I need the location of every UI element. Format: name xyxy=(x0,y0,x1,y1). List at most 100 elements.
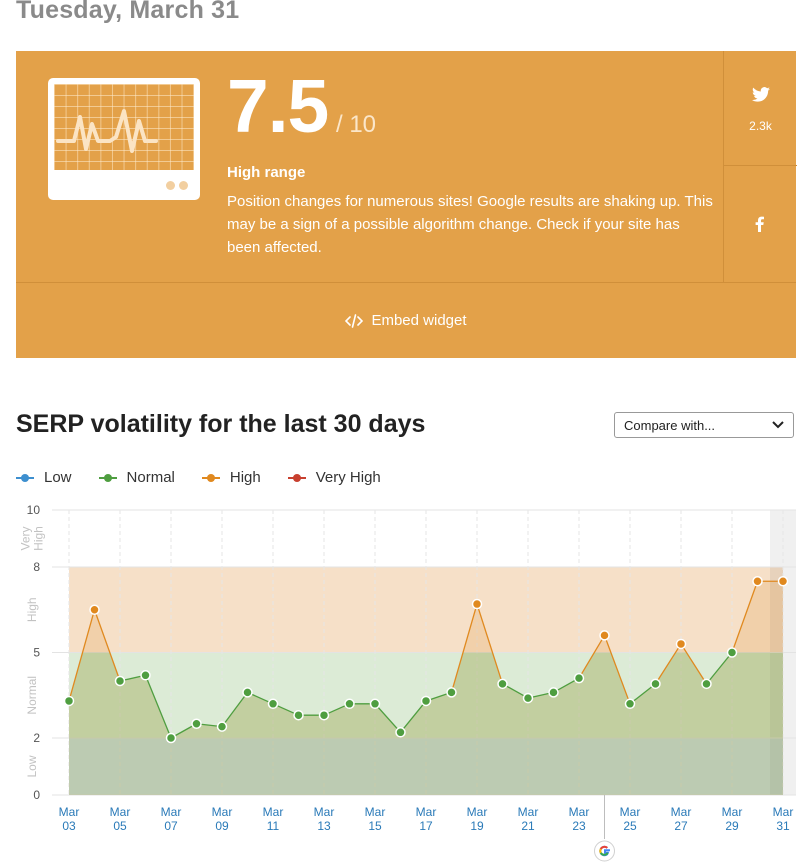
data-point xyxy=(777,576,789,587)
data-point xyxy=(446,687,457,698)
data-point xyxy=(318,709,330,721)
x-tick-label: 27 xyxy=(674,819,688,833)
series-segment xyxy=(603,635,631,705)
data-point xyxy=(89,604,100,615)
x-tick-label: 15 xyxy=(368,819,382,833)
y-tick-label: 2 xyxy=(33,731,40,745)
data-point xyxy=(165,732,177,744)
range-description: Position changes for numerous sites! Goo… xyxy=(227,193,713,256)
google-icon[interactable] xyxy=(594,840,615,862)
data-point xyxy=(242,687,253,698)
series-segment xyxy=(221,692,249,727)
embed-widget-label: Embed widget xyxy=(371,312,467,329)
x-tick-label: Mar xyxy=(110,805,131,819)
facebook-share-button[interactable] xyxy=(755,216,764,237)
x-tick-label: Mar xyxy=(416,805,437,819)
data-point xyxy=(471,598,483,610)
y-tick-label: 0 xyxy=(33,788,40,802)
x-tick-label: Mar xyxy=(671,805,692,819)
high-area xyxy=(69,581,783,795)
chevron-down-icon xyxy=(772,421,784,429)
legend-label-high: High xyxy=(229,469,261,486)
band-label: Normal xyxy=(25,676,39,715)
data-point xyxy=(191,718,202,729)
x-tick-label: 29 xyxy=(725,819,739,833)
x-tick-label: Mar xyxy=(314,805,335,819)
data-point xyxy=(369,698,381,710)
legend-item-high[interactable]: High xyxy=(201,469,261,486)
data-point xyxy=(216,721,228,732)
series-segment xyxy=(654,643,682,685)
normal-area xyxy=(69,652,783,795)
legend-item-very-high[interactable]: Very High xyxy=(287,469,381,486)
x-tick-label: Mar xyxy=(722,805,743,819)
band-label: Low xyxy=(25,755,39,777)
band-label: Very xyxy=(19,526,33,550)
data-point xyxy=(420,695,432,707)
data-point xyxy=(63,695,75,707)
legend-item-normal[interactable]: Normal xyxy=(98,469,175,486)
x-tick-label: Mar xyxy=(161,805,182,819)
volatility-score-card: 7.5 / 10 High range Position changes for… xyxy=(16,51,797,358)
band-label: High xyxy=(25,597,39,622)
x-tick-label: Mar xyxy=(467,805,488,819)
y-tick-label: 8 xyxy=(33,560,40,574)
series-segment xyxy=(374,703,401,733)
x-tick-label: 23 xyxy=(572,819,586,833)
data-point xyxy=(624,698,636,710)
compare-with-select[interactable]: Compare with... xyxy=(614,412,794,438)
series-segment xyxy=(629,683,656,705)
x-tick-label: 13 xyxy=(317,819,331,833)
data-point xyxy=(701,678,712,690)
series-segment xyxy=(68,609,96,702)
series-segment xyxy=(731,581,759,653)
volatility-score: 7.5 xyxy=(227,64,329,148)
legend-marker-high xyxy=(201,473,220,482)
data-point xyxy=(752,576,763,587)
x-tick-label: Mar xyxy=(59,805,80,819)
data-point xyxy=(140,670,151,681)
series-segment xyxy=(144,675,172,739)
x-tick-label: 25 xyxy=(623,819,637,833)
x-tick-label: Mar xyxy=(518,805,539,819)
data-point xyxy=(675,638,687,650)
x-tick-label: 17 xyxy=(419,819,433,833)
series-segment xyxy=(450,603,478,693)
twitter-icon xyxy=(752,87,770,102)
date-title: Tuesday, March 31 xyxy=(16,0,240,24)
x-tick-label: 07 xyxy=(164,819,178,833)
data-point xyxy=(599,630,610,641)
embed-widget-button[interactable]: Embed widget xyxy=(16,283,796,358)
legend-item-low[interactable]: Low xyxy=(16,469,72,486)
data-point xyxy=(395,727,406,738)
series-segment xyxy=(476,603,504,685)
x-tick-label: Mar xyxy=(365,805,386,819)
data-point xyxy=(650,678,661,690)
social-share-column: 2.3k xyxy=(723,51,797,282)
data-point xyxy=(267,698,279,710)
x-tick-label: Mar xyxy=(620,805,641,819)
x-tick-label: Mar xyxy=(773,805,794,819)
data-point xyxy=(344,698,355,710)
data-point xyxy=(548,687,559,698)
series-segment xyxy=(93,609,121,682)
chart-legend: Low Normal High Very High xyxy=(16,469,408,486)
series-segment xyxy=(578,635,606,679)
x-tick-label: 31 xyxy=(776,819,790,833)
x-tick-label: 21 xyxy=(521,819,535,833)
range-label: High range xyxy=(227,164,306,181)
section-title: SERP volatility for the last 30 days xyxy=(16,410,426,438)
band-label: High xyxy=(32,526,46,551)
legend-label-normal: Normal xyxy=(126,469,175,486)
score-max: / 10 xyxy=(336,111,377,138)
x-tick-label: 19 xyxy=(470,819,484,833)
y-tick-label: 5 xyxy=(33,646,40,660)
y-tick-label: 10 xyxy=(27,503,41,517)
data-point xyxy=(573,672,585,684)
twitter-share-button[interactable] xyxy=(752,87,770,107)
data-point xyxy=(726,647,738,658)
legend-label-low: Low xyxy=(44,469,72,486)
x-tick-label: Mar xyxy=(569,805,590,819)
series-segment xyxy=(399,700,427,733)
